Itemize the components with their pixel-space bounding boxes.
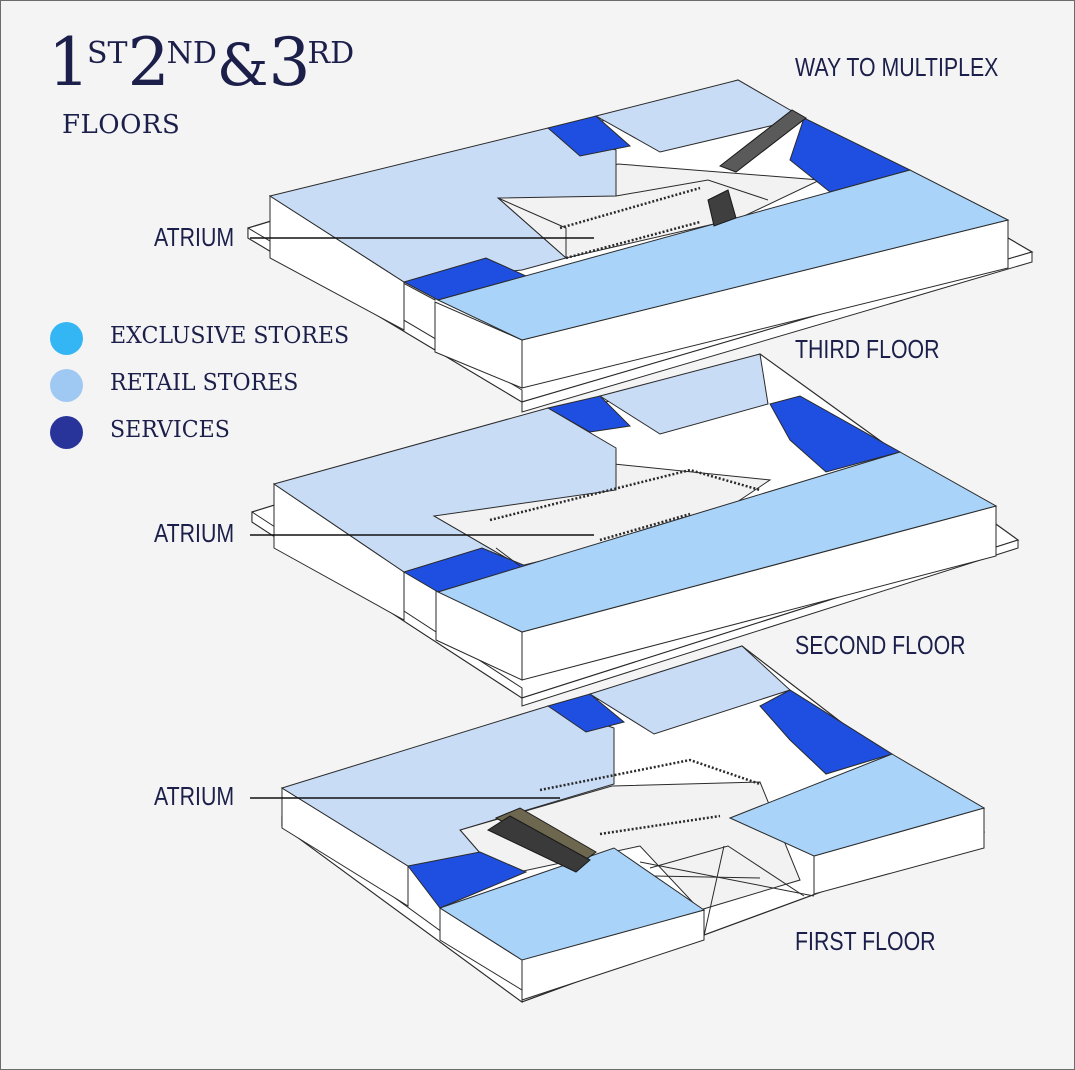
title-third: 3 [268, 24, 311, 101]
atrium-label-third: ATRIUM [154, 222, 235, 252]
atrium-label-first: ATRIUM [154, 781, 235, 811]
title-second: 2 [127, 24, 170, 101]
first-floor-label: FIRST FLOOR [795, 926, 936, 956]
title-ampersand: & [216, 31, 269, 99]
page-title: 1ST2ND&3RD [48, 30, 355, 100]
retail-stores-swatch [50, 369, 83, 402]
legend-label: EXCLUSIVE STORES [110, 323, 350, 349]
title-third-suffix: RD [307, 36, 355, 71]
second-floor-label: SECOND FLOOR [795, 630, 966, 660]
first-floor-plate [280, 645, 986, 1003]
third-floor-plate [247, 79, 1034, 413]
way-to-multiplex-label: WAY TO MULTIPLEX [795, 52, 999, 82]
exclusive-stores-swatch [50, 322, 83, 355]
title-first: 1 [48, 24, 90, 101]
legend-label: SERVICES [110, 417, 230, 443]
title-first-suffix: ST [87, 36, 128, 71]
page-subtitle: FLOORS [62, 110, 181, 140]
services-swatch [50, 416, 83, 449]
third-floor-label: THIRD FLOOR [795, 334, 940, 364]
second-floor-plate [251, 353, 1020, 707]
legend-label: RETAIL STORES [110, 370, 299, 396]
title-second-suffix: ND [166, 36, 217, 71]
atrium-label-second: ATRIUM [154, 518, 235, 548]
